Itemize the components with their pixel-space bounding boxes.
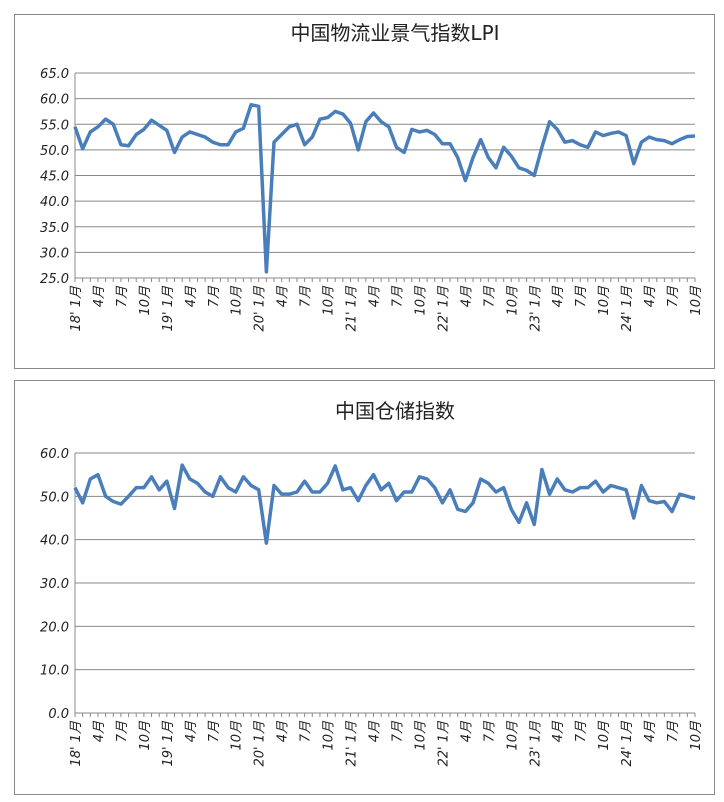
x-tick-label: 10月 — [505, 720, 520, 751]
x-tick-label: 7月 — [207, 285, 222, 307]
y-tick-label: 60.0 — [40, 447, 69, 462]
x-tick-label: 4月 — [184, 285, 199, 307]
x-tick-label: 23' 1月 — [528, 720, 543, 767]
x-tick-label: 19' 1月 — [161, 720, 176, 767]
x-tick-label: 20' 1月 — [253, 285, 268, 332]
panel-frame — [14, 380, 715, 795]
x-tick-label: 4月 — [459, 285, 474, 307]
x-tick-label: 10月 — [230, 285, 245, 316]
x-tick-label: 7月 — [482, 285, 497, 307]
x-tick-label: 10月 — [413, 285, 428, 316]
x-tick-label: 10月 — [597, 285, 612, 316]
x-tick-label: 24' 1月 — [620, 285, 635, 332]
line-series — [73, 103, 696, 274]
y-tick-label: 50.0 — [40, 490, 69, 505]
x-tick-label: 4月 — [368, 285, 383, 307]
x-tick-label: 4月 — [643, 720, 658, 742]
x-tick-label: 4月 — [276, 720, 291, 742]
y-tick-label: 60.0 — [40, 93, 69, 108]
x-tick-label: 7月 — [115, 720, 130, 742]
x-tick-label: 10月 — [689, 720, 704, 751]
y-tick-label: 40.0 — [40, 534, 69, 549]
x-tick-label: 4月 — [551, 720, 566, 742]
x-tick-label: 7月 — [207, 720, 222, 742]
x-tick-label: 4月 — [368, 720, 383, 742]
x-tick-label: 7月 — [666, 720, 681, 742]
chart-title: 中国仓储指数 — [335, 399, 455, 423]
x-tick-label: 4月 — [92, 285, 107, 307]
y-tick-label: 30.0 — [40, 577, 69, 592]
x-tick-label: 10月 — [322, 285, 337, 316]
x-tick-label: 21' 1月 — [345, 720, 360, 767]
x-tick-label: 7月 — [299, 285, 314, 307]
y-tick-label: 35.0 — [40, 221, 69, 236]
x-tick-label: 7月 — [390, 285, 405, 307]
y-tick-label: 55.0 — [40, 118, 69, 133]
x-tick-label: 7月 — [390, 720, 405, 742]
x-tick-label: 10月 — [138, 720, 153, 751]
y-tick-label: 40.0 — [40, 195, 69, 210]
x-tick-label: 4月 — [551, 285, 566, 307]
x-tick-label: 18' 1月 — [69, 285, 84, 332]
x-tick-label: 22' 1月 — [436, 285, 451, 332]
y-tick-label: 50.0 — [40, 144, 69, 159]
panel-frame — [14, 14, 715, 369]
x-tick-label: 18' 1月 — [69, 720, 84, 767]
x-tick-label: 22' 1月 — [436, 720, 451, 767]
x-tick-label: 4月 — [643, 285, 658, 307]
x-tick-label: 19' 1月 — [161, 285, 176, 332]
x-tick-label: 21' 1月 — [345, 285, 360, 332]
x-tick-label: 7月 — [115, 285, 130, 307]
line-series — [73, 463, 696, 545]
x-tick-label: 4月 — [459, 720, 474, 742]
x-tick-label: 7月 — [299, 720, 314, 742]
x-tick-label: 10月 — [597, 720, 612, 751]
x-tick-label: 7月 — [574, 720, 589, 742]
y-tick-label: 0.0 — [48, 707, 69, 722]
x-tick-label: 4月 — [92, 720, 107, 742]
x-tick-label: 10月 — [230, 720, 245, 751]
x-tick-label: 23' 1月 — [528, 285, 543, 332]
x-tick-label: 24' 1月 — [620, 720, 635, 767]
x-tick-label: 10月 — [413, 720, 428, 751]
y-tick-label: 10.0 — [40, 664, 69, 679]
y-tick-label: 20.0 — [40, 620, 69, 635]
x-tick-label: 10月 — [322, 720, 337, 751]
x-tick-label: 4月 — [184, 720, 199, 742]
y-tick-label: 30.0 — [40, 246, 69, 261]
chart-title: 中国物流业景气指数LPI — [290, 21, 499, 45]
y-tick-label: 65.0 — [40, 67, 69, 82]
y-tick-label: 45.0 — [40, 170, 69, 185]
x-tick-label: 10月 — [138, 285, 153, 316]
x-tick-label: 20' 1月 — [253, 720, 268, 767]
x-tick-label: 4月 — [276, 285, 291, 307]
x-tick-label: 10月 — [689, 285, 704, 316]
x-tick-label: 7月 — [482, 720, 497, 742]
x-tick-label: 7月 — [666, 285, 681, 307]
y-tick-label: 25.0 — [40, 272, 69, 287]
x-tick-label: 10月 — [505, 285, 520, 316]
x-tick-label: 7月 — [574, 285, 589, 307]
